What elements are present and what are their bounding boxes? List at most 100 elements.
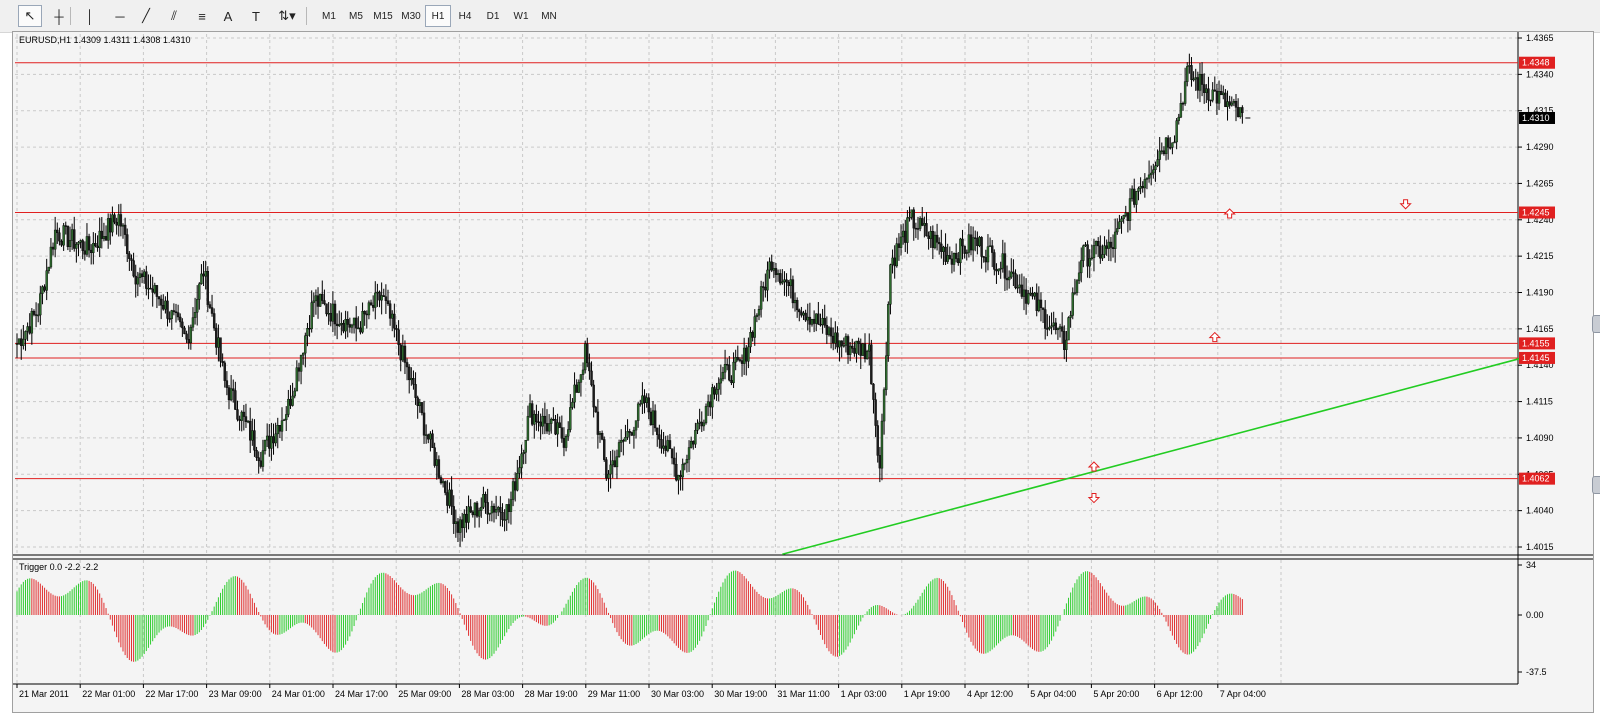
timeframe-w1-button[interactable]: W1 [513,10,529,22]
arrows-dropdown-icon: ⇅▾ [278,8,296,23]
candle-body [193,312,197,318]
chart-window[interactable]: 1.4365 1.4340 1.4315 1.4290 1.4265 1.4240 1.42… [12,31,1594,713]
timeframe-mn-button[interactable]: MN [541,10,557,22]
candle-body [1224,92,1227,108]
arrow-down-icon[interactable] [1399,199,1412,210]
candle-body [77,242,80,245]
arrow-up-icon[interactable] [1087,461,1101,472]
timeframe-d1-button[interactable]: D1 [486,10,500,22]
candle-body [223,362,226,381]
candle-body [583,343,587,371]
cursor-tool-button[interactable]: ↖ [18,5,42,27]
candle-body [111,214,114,233]
arrows-tool-button[interactable]: ⇅▾ [272,5,302,27]
candle-body [762,286,765,288]
arrow-down-icon[interactable] [1087,493,1101,504]
candle-body [929,230,932,239]
candle-body [395,328,398,330]
candle-body [651,410,655,426]
candle-body [1181,103,1185,105]
trendline-tool-button[interactable]: ╱ [134,5,158,27]
candle-body [310,302,313,330]
candle-body [889,264,892,305]
equidistant-channel-tool-button[interactable]: ⫽ [160,5,188,27]
candle-body [639,403,642,405]
level-price-tag-label: 1.4155 [1522,338,1550,348]
candle-body [179,316,182,323]
candle-body [1048,326,1051,329]
timeframe-m30-button[interactable]: M30 [401,10,421,22]
candle-body [1016,287,1019,289]
candle-body [1122,215,1125,220]
candle-body [1145,178,1149,180]
arrow-up-icon[interactable] [1223,208,1236,219]
candle-body [1147,174,1151,179]
candle-body [117,214,120,226]
text-label-tool-button[interactable]: T [246,5,266,27]
candle-body [215,327,218,348]
candle-body [745,347,748,362]
candle-body [946,255,949,262]
candle-body [753,316,756,338]
candle-body [393,313,396,329]
candle-body [590,370,593,386]
timeframe-h1-button[interactable]: H1 [425,5,451,27]
candle-body [1043,309,1047,329]
candle-body [257,457,260,462]
candle-body [327,313,330,315]
time-axis-label: 7 Apr 04:00 [1220,689,1266,699]
candle-body [649,411,653,426]
candle-body [948,255,951,260]
candle-body [480,506,483,511]
candle-body [68,240,72,247]
candle-body [276,425,279,435]
candle-body [605,459,608,479]
crosshair-tool-button[interactable]: ┼ [46,5,72,27]
candle-body [374,292,377,308]
candle-body [202,273,205,277]
timeframe-m15-button[interactable]: M15 [373,10,393,22]
candle-body [923,223,926,226]
cursor-arrow-icon: ↖ [24,8,36,23]
candle-body [963,245,966,254]
candle-body [541,415,544,427]
candle-body [666,440,670,451]
price-chart-canvas[interactable]: 1.43651.43401.43151.42901.42651.42401.42… [13,32,1593,712]
candle-body [1024,289,1028,304]
candle-body [653,410,657,429]
candle-body [323,300,326,305]
candle-body [185,333,188,340]
fibonacci-tool-button[interactable]: ≡ [190,5,214,27]
candle-body [115,221,118,226]
candle-body [664,445,667,451]
candlestick-series [15,53,1251,547]
candle-body [221,361,224,364]
candle-body [1003,253,1007,279]
candle-body [1213,89,1217,92]
candle-body [1135,191,1138,205]
time-axis-label: 28 Mar 19:00 [525,689,578,699]
candle-body [92,243,95,254]
timeframe-m1-button[interactable]: M1 [322,10,336,22]
candle-body [971,237,975,251]
horizontal-line-tool-button[interactable]: ─ [108,5,132,27]
candle-body [632,429,636,436]
vertical-line-tool-button[interactable]: │ [80,5,100,27]
text-tool-button[interactable]: A [218,5,238,27]
candle-body [611,460,614,466]
candle-body [539,421,542,427]
arrow-up-icon[interactable] [1208,331,1222,343]
candle-body [853,348,856,354]
timeframe-m5-button[interactable]: M5 [349,10,363,22]
candle-body [603,439,606,460]
time-axis-label: 21 Mar 2011 [19,689,69,699]
timeframe-h4-button[interactable]: H4 [458,10,472,22]
candle-body [431,433,434,448]
candle-body [155,285,159,297]
trendline[interactable] [782,357,1523,556]
candle-body [1086,244,1089,267]
right-scroll-grip-lower[interactable] [1592,476,1600,494]
right-scroll-grip-upper[interactable] [1592,315,1600,333]
candle-body [1092,245,1096,259]
candle-body [32,310,36,315]
